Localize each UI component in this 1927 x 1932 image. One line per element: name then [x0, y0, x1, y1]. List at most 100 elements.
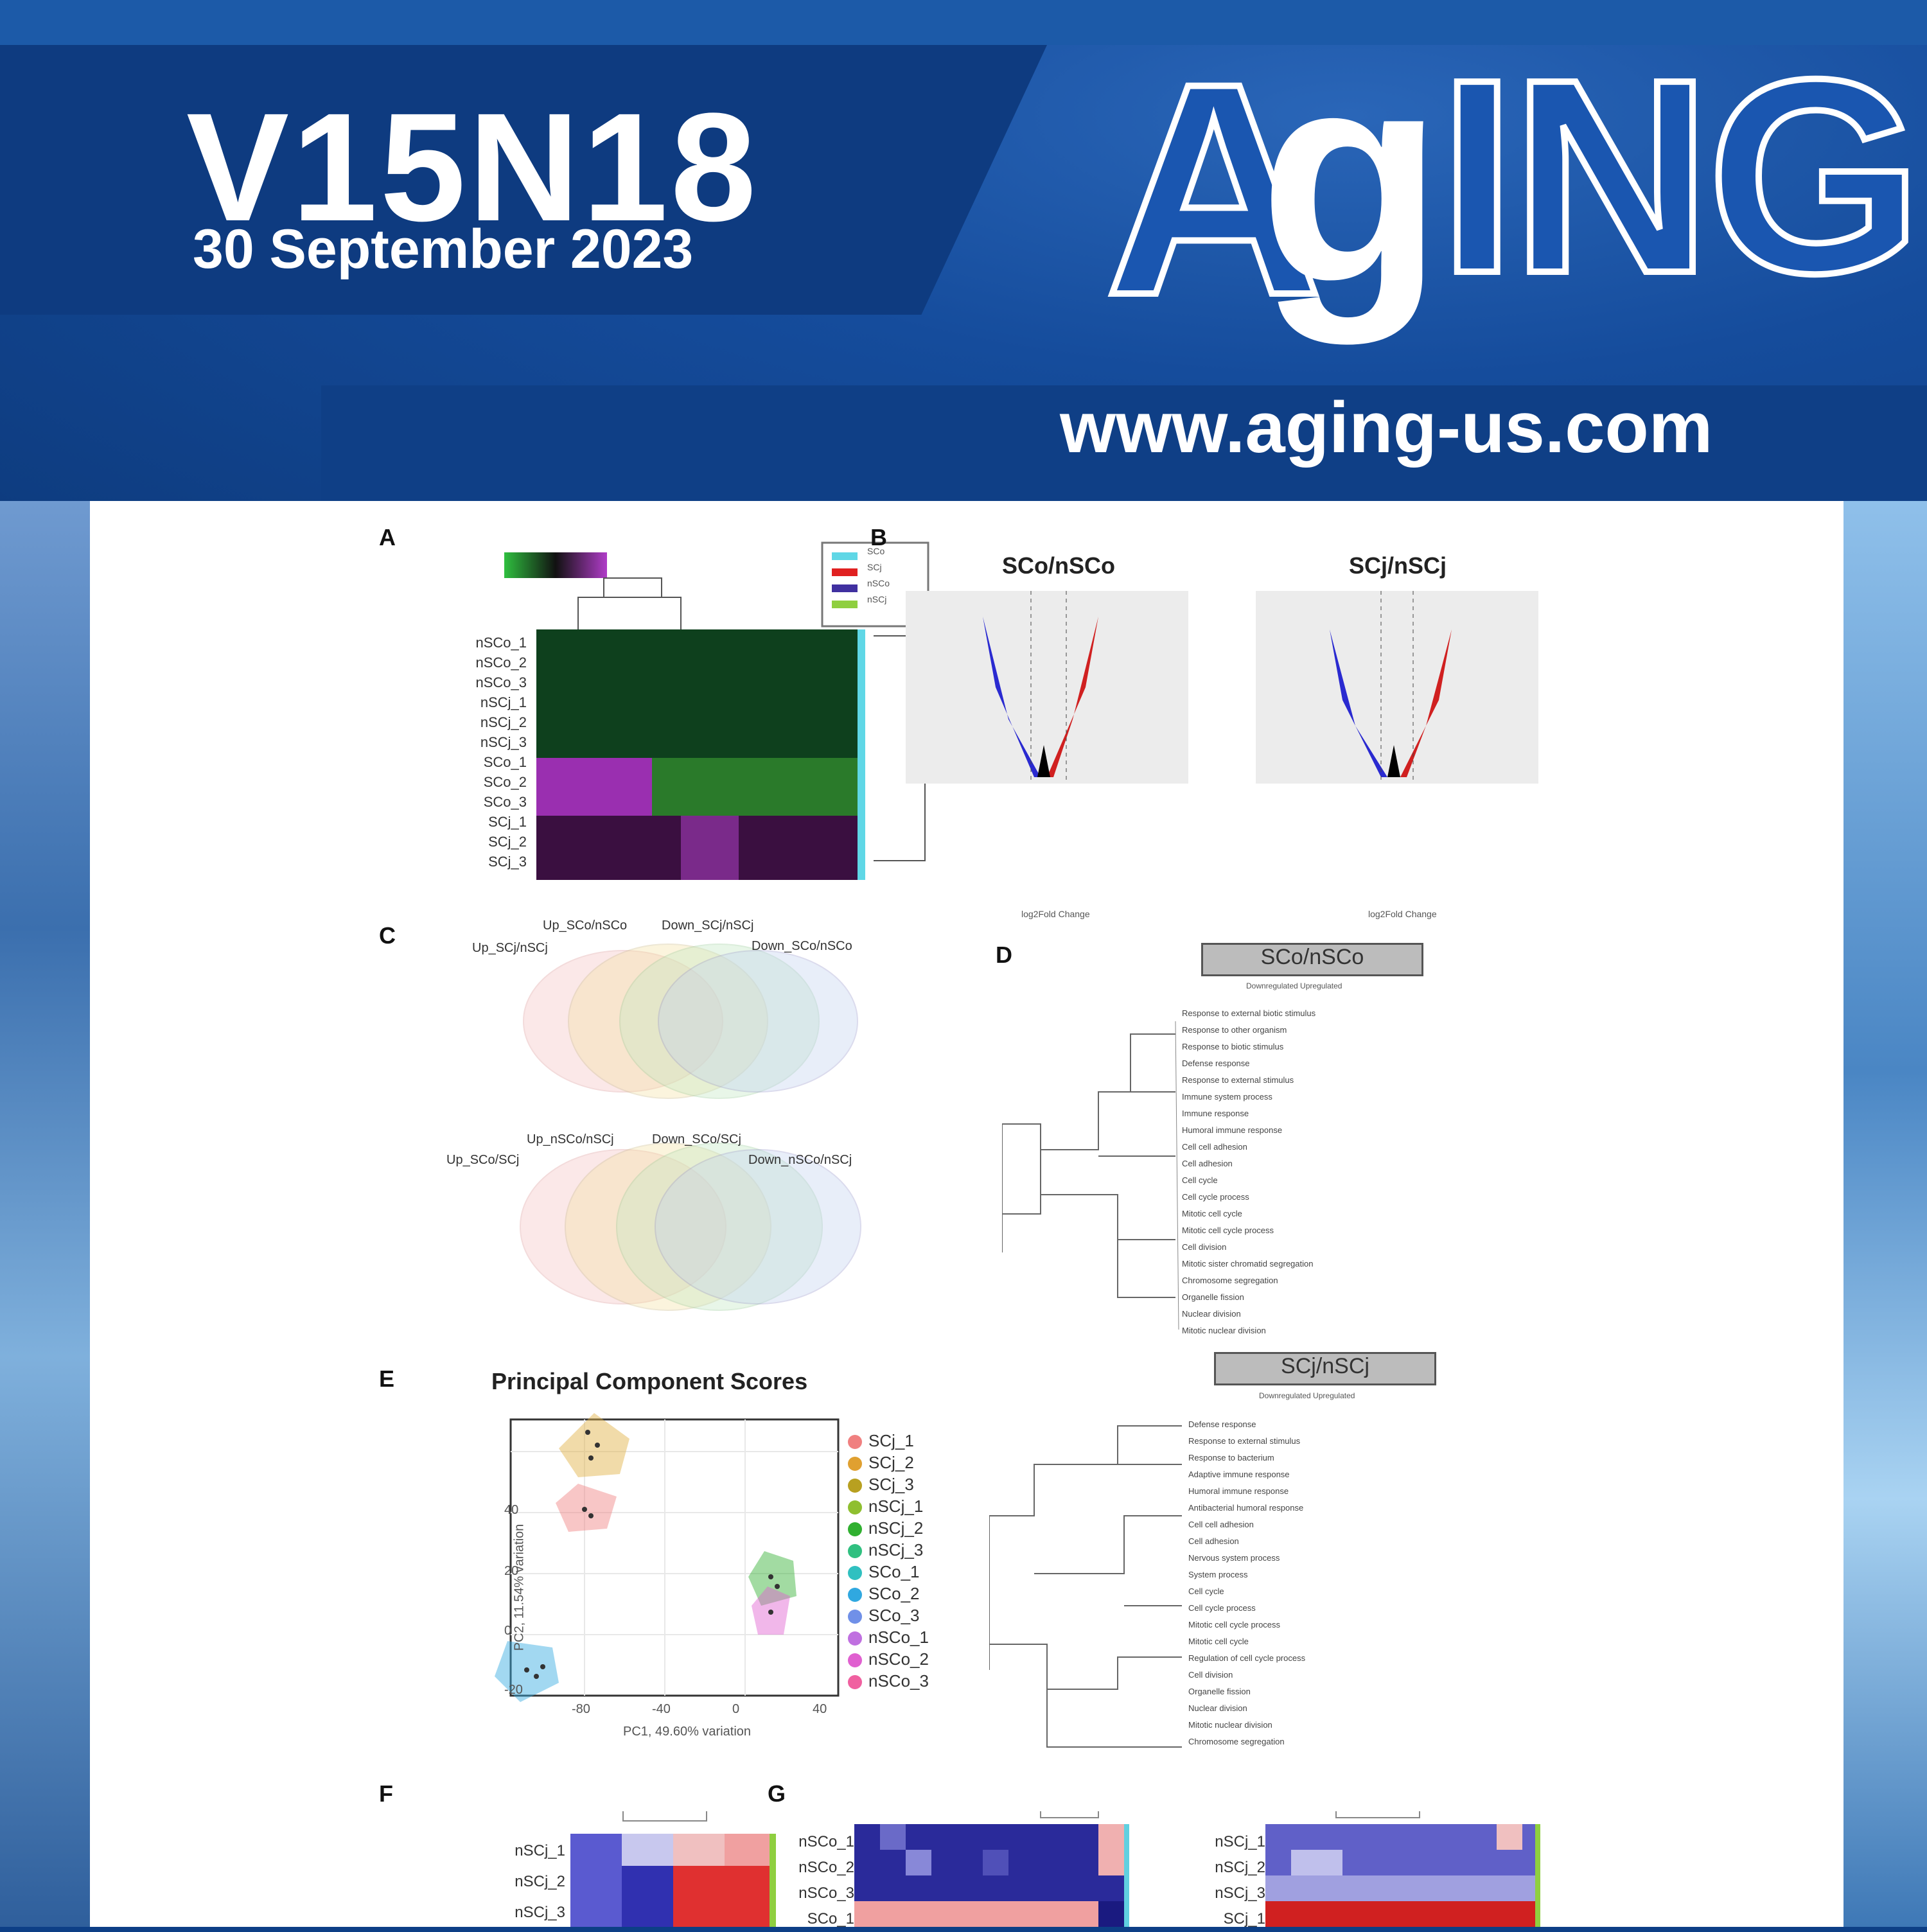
go-term: System process: [1188, 1570, 1248, 1579]
row-label: nSCj_2: [1215, 1859, 1265, 1876]
pca-xtick-4: 40: [813, 1702, 827, 1716]
row-label: nSCo_2: [475, 654, 527, 671]
row-label: SCj_3: [488, 854, 527, 870]
legend-box: [821, 541, 929, 628]
go-term: Mitotic cell cycle: [1188, 1637, 1249, 1646]
go-legend-2: Downregulated Upregulated: [1259, 1391, 1355, 1400]
row-label: SCo_2: [483, 774, 527, 790]
go-term: Cell division: [1182, 1242, 1227, 1252]
go-term: Chromosome segregation: [1188, 1737, 1285, 1746]
go-term: Organelle fission: [1182, 1292, 1244, 1302]
go-term: Mitotic cell cycle: [1182, 1209, 1242, 1218]
figure-panel: A nSCo_1 nSCo_2 nSCo_3 nSCj_1 nSCj_2 nSC…: [90, 501, 1843, 1928]
legend-dot-icon: [848, 1435, 862, 1450]
go-term: Mitotic sister chromatid segregation: [1182, 1259, 1314, 1269]
go-term: Humoral immune response: [1188, 1486, 1289, 1496]
go-term: Adaptive immune response: [1188, 1470, 1290, 1479]
go-term: Response to other organism: [1182, 1025, 1287, 1035]
go-term: Cell cycle: [1182, 1175, 1218, 1185]
go-term: Cell cycle process: [1182, 1192, 1249, 1202]
pca-xtick-2: -40: [652, 1702, 671, 1716]
venn-1-label-3: Up_SCj/nSCj: [472, 941, 548, 955]
row-label: SCo_3: [483, 794, 527, 810]
legend-scj: SCj: [867, 562, 882, 572]
logo-letter-g: g: [1259, 8, 1444, 345]
pca-legend-item: SCo_3: [848, 1606, 920, 1626]
pca-legend-item: nSCj_2: [848, 1518, 923, 1538]
pca-legend-item: nSCj_3: [848, 1540, 923, 1560]
venn-2-label-4: Down_nSCo/nSCj: [748, 1153, 852, 1167]
heatmap-f: [570, 1811, 776, 1927]
go-term: Regulation of cell cycle process: [1188, 1653, 1306, 1663]
row-label: SCj_1: [488, 814, 527, 830]
legend-dot-icon: [848, 1610, 862, 1624]
go-term: Mitotic nuclear division: [1182, 1326, 1266, 1335]
pca-legend-item: SCj_1: [848, 1431, 914, 1451]
title-band: [0, 45, 1047, 315]
go-term: Response to external stimulus: [1182, 1075, 1294, 1085]
row-label: nSCo_3: [798, 1884, 854, 1902]
venn-1-label-1: Up_SCo/nSCo: [543, 918, 628, 933]
volcano-1-title: SCo/nSCo: [1002, 552, 1115, 579]
logo-letter-a: A: [1102, 21, 1326, 358]
pca-ytick-3: 20: [504, 1564, 519, 1578]
panel-label-b: B: [870, 524, 887, 550]
heatmap-g2-row-labels: nSCj_1 nSCj_2 nSCj_3 SCj_1: [1182, 1829, 1265, 1932]
go-term: Immune system process: [1182, 1092, 1272, 1102]
row-label: nSCj_2: [515, 1873, 565, 1890]
go-term: Nuclear division: [1188, 1703, 1247, 1713]
legend-dot-icon: [848, 1457, 862, 1471]
pca-legend-item: SCo_1: [848, 1562, 920, 1582]
volume-number: V15N18: [186, 81, 759, 253]
legend-dot-icon: [848, 1566, 862, 1581]
go-term: Cell cell adhesion: [1182, 1142, 1247, 1152]
pca-plot: [495, 1413, 840, 1702]
go-term: Antibacterial humoral response: [1188, 1503, 1304, 1513]
legend-dot-icon: [848, 1500, 862, 1515]
heatmap-a: [504, 541, 929, 880]
panel-label-e: E: [379, 1366, 395, 1392]
go-term: Chromosome segregation: [1182, 1276, 1278, 1285]
row-label: nSCj_1: [480, 694, 527, 710]
top-band: [0, 0, 1927, 45]
journal-url: www.aging-us.com: [1060, 387, 1713, 468]
go-term: Immune response: [1182, 1109, 1249, 1118]
pca-xtick-3: 0: [732, 1702, 740, 1716]
venn-2-label-1: Up_nSCo/nSCj: [527, 1132, 614, 1146]
volcano-plots: [906, 591, 1538, 784]
go-term: Response to bacterium: [1188, 1453, 1274, 1462]
pca-legend-item: nSCo_3: [848, 1671, 929, 1691]
legend-dot-icon: [848, 1544, 862, 1559]
row-label: SCj_1: [1223, 1910, 1265, 1928]
heatmap-a-row-labels: nSCo_1 nSCo_2 nSCo_3 nSCj_1 nSCj_2 nSCj_…: [450, 633, 527, 872]
go-term: Response to biotic stimulus: [1182, 1042, 1284, 1051]
row-label: nSCo_2: [798, 1859, 854, 1876]
pca-title: Principal Component Scores: [491, 1368, 808, 1394]
go-tree-1: [1002, 1021, 1179, 1330]
panel-label-f: F: [379, 1780, 393, 1807]
venn-2-label-3: Up_SCo/SCj: [446, 1153, 520, 1167]
pca-xtick-1: -80: [572, 1702, 590, 1716]
go-box-1: SCo/nSCo: [1201, 943, 1423, 976]
row-label: nSCo_3: [475, 674, 527, 690]
row-label: nSCj_3: [1215, 1884, 1265, 1902]
go-term: Cell division: [1188, 1670, 1233, 1680]
go-term: Cell cycle process: [1188, 1603, 1256, 1613]
legend-dot-icon: [848, 1653, 862, 1668]
row-label: nSCo_1: [475, 635, 527, 651]
venn-1-label-4: Down_SCo/nSCo: [752, 939, 852, 953]
pca-legend-item: SCj_3: [848, 1475, 914, 1495]
go-term: Response to external stimulus: [1188, 1436, 1301, 1446]
go-term: Nervous system process: [1188, 1553, 1280, 1563]
go-box-2: SCj/nSCj: [1214, 1352, 1436, 1385]
legend-nscj: nSCj: [867, 594, 887, 604]
go-term: Cell cell adhesion: [1188, 1520, 1254, 1529]
pca-xlabel: PC1, 49.60% variation: [623, 1725, 752, 1739]
row-label: nSCj_1: [1215, 1833, 1265, 1850]
go-term: Mitotic cell cycle process: [1188, 1620, 1281, 1629]
go-term: Defense response: [1188, 1419, 1256, 1429]
go-legend-1: Downregulated Upregulated: [1246, 981, 1342, 990]
panel-label-d: D: [996, 942, 1012, 968]
go-tree-2: [989, 1425, 1182, 1748]
pca-legend-item: SCo_2: [848, 1584, 920, 1604]
